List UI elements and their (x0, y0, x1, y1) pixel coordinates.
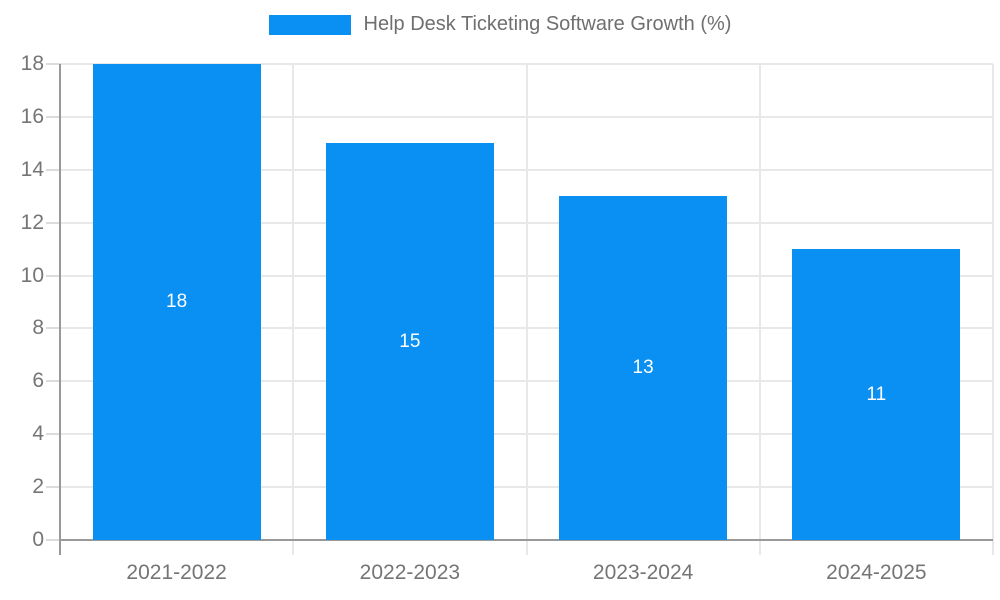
y-tick-label: 8 (32, 316, 44, 340)
y-axis-tick (46, 486, 60, 489)
x-tick-label: 2021-2022 (126, 561, 227, 584)
y-axis-tick (46, 539, 60, 541)
bar-value-label: 18 (166, 291, 188, 312)
y-axis-tick (46, 327, 60, 330)
y-axis-tick (46, 274, 60, 277)
y-tick-label: 16 (20, 104, 44, 128)
y-axis-tick (46, 380, 60, 383)
y-axis-tick (46, 168, 60, 171)
y-tick-label: 18 (20, 52, 44, 75)
v-gridline (292, 64, 295, 555)
bar-value-label: 13 (632, 357, 654, 379)
y-tick-label: 4 (32, 422, 44, 446)
y-axis-line (59, 64, 61, 555)
v-gridline (525, 64, 528, 555)
y-axis-tick (46, 221, 60, 224)
x-tick-label: 2022-2023 (359, 561, 461, 584)
bar (792, 249, 961, 540)
x-tick-label: 2024-2025 (826, 561, 927, 584)
y-tick-label: 14 (20, 157, 44, 181)
y-tick-label: 0 (32, 528, 44, 551)
bar (325, 143, 494, 540)
bar-value-label: 11 (866, 383, 887, 405)
x-tick-label: 2023-2024 (592, 561, 694, 584)
bar (559, 196, 728, 540)
y-tick-label: 6 (32, 369, 44, 393)
legend: Help Desk Ticketing Software Growth (%) (0, 13, 1000, 36)
y-tick-label: 10 (20, 263, 44, 287)
v-gridline (758, 64, 761, 555)
legend-swatch (268, 14, 351, 35)
bar-value-label: 15 (399, 330, 421, 352)
y-axis-tick (46, 63, 60, 65)
legend-label: Help Desk Ticketing Software Growth (%) (363, 13, 732, 35)
y-axis-tick (46, 433, 60, 436)
v-gridline (992, 64, 994, 555)
y-axis-tick (46, 115, 60, 118)
x-axis-line (60, 539, 993, 541)
bar (92, 64, 261, 540)
y-tick-label: 2 (32, 475, 44, 499)
y-tick-label: 12 (20, 210, 44, 234)
